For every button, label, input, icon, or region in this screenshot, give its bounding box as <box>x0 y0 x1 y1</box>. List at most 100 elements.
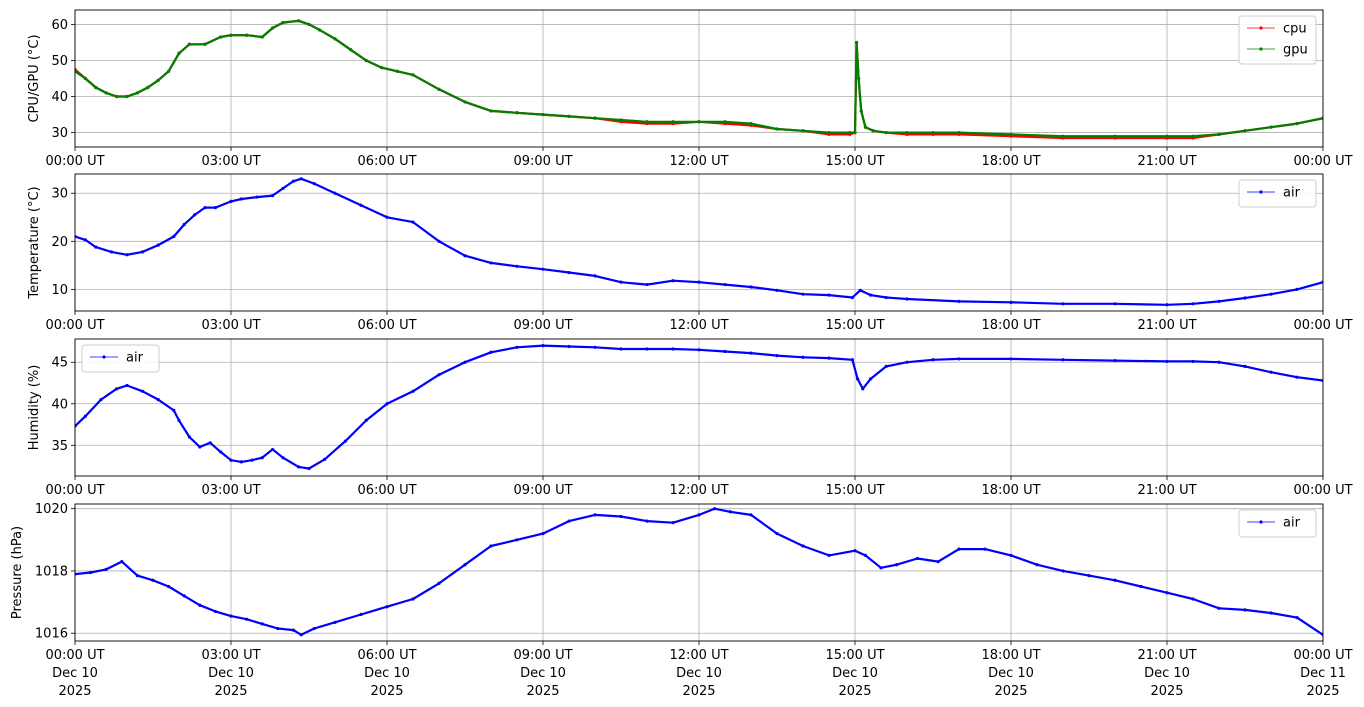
data-point <box>697 513 701 517</box>
series-group <box>75 19 1323 140</box>
data-point <box>333 37 337 41</box>
x-tick-label: Dec 10 <box>988 666 1034 681</box>
x-tick-label: 15:00 UT <box>825 483 884 498</box>
data-point <box>291 179 295 183</box>
x-tick-label: 21:00 UT <box>1137 648 1196 663</box>
data-point <box>645 519 649 523</box>
data-point <box>861 387 865 391</box>
data-point <box>723 120 727 124</box>
x-tick-label: Dec 10 <box>520 666 566 681</box>
data-point <box>749 351 753 355</box>
data-point <box>884 364 888 368</box>
x-tick-label: Dec 10 <box>1144 666 1190 681</box>
data-point <box>463 254 467 258</box>
x-tick-label: 12:00 UT <box>669 318 728 333</box>
data-point <box>619 347 623 351</box>
data-point <box>801 129 805 133</box>
data-point <box>713 507 717 511</box>
data-point <box>957 130 961 135</box>
data-point <box>203 206 207 210</box>
data-point <box>156 243 160 247</box>
data-point <box>936 560 940 564</box>
data-point <box>801 355 805 359</box>
data-point <box>125 383 129 388</box>
data-point <box>177 418 181 422</box>
y-tick-label: 60 <box>51 18 68 33</box>
legend-label-air: air <box>1283 186 1301 201</box>
data-point <box>619 118 623 122</box>
data-point <box>541 344 545 348</box>
data-point <box>141 250 145 254</box>
data-point <box>281 456 285 460</box>
legend-box <box>1238 509 1317 538</box>
data-point <box>125 94 129 99</box>
data-point <box>271 26 275 30</box>
data-point <box>671 521 675 525</box>
data-point <box>884 130 888 135</box>
data-point <box>1165 303 1169 307</box>
data-point <box>312 626 316 631</box>
axes-frame <box>74 173 1324 312</box>
data-point <box>260 622 264 626</box>
y-tick-label: 35 <box>51 439 68 454</box>
data-point <box>1009 300 1013 304</box>
y-axis-label: Temperature (°C) <box>27 186 42 299</box>
x-tick-label: 03:00 UT <box>201 318 260 333</box>
legend-box <box>81 344 160 373</box>
chart-panel-4: 00:00 UT Dec 10 2025 03:00 UT Dec 10 2025 06:0… <box>10 502 1353 699</box>
data-point <box>863 553 868 557</box>
data-point <box>515 111 519 115</box>
data-point <box>437 373 441 377</box>
x-tick-label: 21:00 UT <box>1137 154 1196 169</box>
data-point <box>1061 358 1065 362</box>
data-point <box>827 130 831 135</box>
data-point <box>260 35 264 39</box>
legend-marker-cpu <box>1259 26 1263 30</box>
data-point <box>858 288 862 292</box>
x-tick-label: 03:00 UT <box>201 483 260 498</box>
data-point <box>827 553 831 557</box>
data-point <box>983 547 987 551</box>
data-point <box>1243 608 1247 612</box>
series-markers-gpu <box>75 19 1323 138</box>
data-point <box>1243 364 1247 368</box>
data-point <box>271 194 275 198</box>
data-point <box>671 347 675 351</box>
data-point <box>697 120 701 124</box>
x-tick-label: 21:00 UT <box>1137 318 1196 333</box>
x-tick-label: 2025 <box>1150 684 1183 699</box>
data-point <box>1269 611 1273 615</box>
data-point <box>239 460 243 464</box>
y-tick-label: 30 <box>51 126 68 141</box>
data-point <box>957 357 961 361</box>
chart-panel-3: 00:00 UT 03:00 UT 06:00 UT 09:00 UT 12:00 UT… <box>27 338 1353 498</box>
data-point <box>187 42 191 46</box>
x-tick-label: 03:00 UT <box>201 154 260 169</box>
y-tick-label: 1020 <box>35 502 68 517</box>
legend-label-air: air <box>1283 516 1301 531</box>
x-tick-label: 09:00 UT <box>513 648 572 663</box>
x-tick-label: 2025 <box>994 684 1027 699</box>
data-point <box>827 356 831 360</box>
data-point <box>437 87 441 91</box>
data-point <box>871 129 875 133</box>
data-point <box>593 513 597 517</box>
data-point <box>1269 370 1273 374</box>
data-point <box>723 282 727 287</box>
x-tick-label: 15:00 UT <box>825 154 884 169</box>
chart-panel-1: 00:00 UT 03:00 UT 06:00 UT 09:00 UT 12:00 UT… <box>27 9 1353 169</box>
legend-marker-air <box>102 355 106 359</box>
data-point <box>1165 591 1169 595</box>
data-point <box>1113 358 1117 363</box>
data-point <box>905 360 909 364</box>
x-tick-label: 06:00 UT <box>357 483 416 498</box>
data-point <box>1191 134 1195 138</box>
data-point <box>281 21 285 25</box>
axes-frame <box>74 9 1324 148</box>
data-point <box>364 418 368 422</box>
data-point <box>359 203 363 207</box>
data-point <box>859 109 863 113</box>
data-point <box>135 574 139 578</box>
data-point <box>775 288 779 292</box>
data-point <box>1243 296 1247 300</box>
